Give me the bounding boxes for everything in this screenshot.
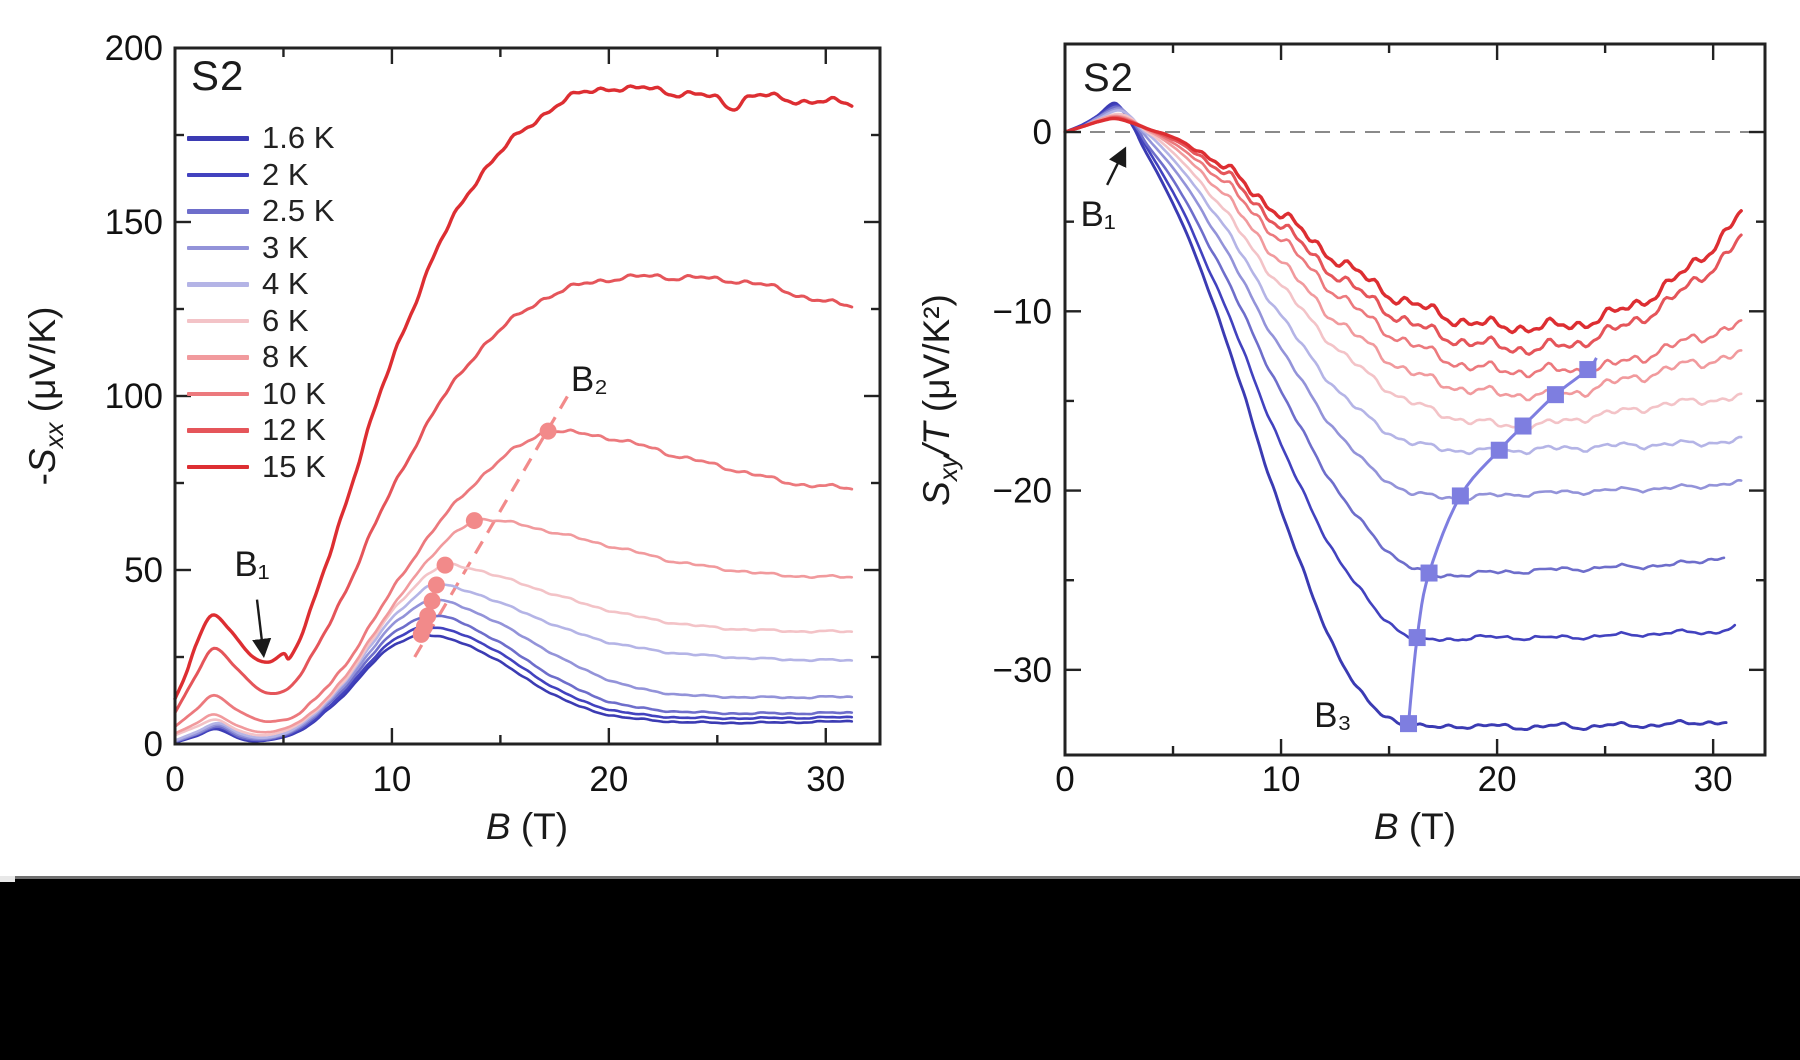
legend-line-swatch bbox=[187, 391, 249, 396]
legend-item-2k: 2 K bbox=[187, 157, 334, 194]
svg-text:150: 150 bbox=[105, 203, 163, 242]
left-y-axis-label: -Sxx (μV/K) bbox=[21, 306, 70, 486]
right-panel-title: S2 bbox=[1083, 56, 1134, 100]
legend-label: 12 K bbox=[262, 412, 326, 448]
svg-text:20: 20 bbox=[1478, 760, 1517, 799]
svg-text:50: 50 bbox=[124, 551, 163, 590]
svg-text:−20: −20 bbox=[993, 472, 1052, 511]
annotation-b3-right: B₃ bbox=[1314, 696, 1352, 736]
legend-label: 1.6 K bbox=[262, 120, 335, 156]
legend-item-12k: 12 K bbox=[187, 412, 334, 449]
legend-line-swatch bbox=[187, 355, 249, 360]
legend-line-swatch bbox=[187, 172, 249, 177]
svg-text:−30: −30 bbox=[993, 651, 1052, 690]
legend-label: 3 K bbox=[262, 229, 309, 265]
legend-item-3k: 3 K bbox=[187, 230, 334, 267]
legend-item-25k: 2.5 K bbox=[187, 193, 334, 230]
svg-text:30: 30 bbox=[806, 760, 845, 799]
legend-line-swatch bbox=[187, 464, 249, 469]
svg-text:100: 100 bbox=[105, 377, 163, 416]
svg-text:−10: −10 bbox=[993, 292, 1052, 331]
legend-item-15k: 15 K bbox=[187, 449, 334, 486]
legend-item-10k: 10 K bbox=[187, 376, 334, 413]
annotation-b1-left: B₁ bbox=[234, 544, 270, 584]
legend-item-6k: 6 K bbox=[187, 303, 334, 340]
right-x-axis-label: B (T) bbox=[1373, 806, 1457, 847]
band-top-divider bbox=[15, 876, 1800, 879]
band-left-notch bbox=[0, 876, 15, 882]
svg-text:0: 0 bbox=[1055, 760, 1074, 799]
left-panel-title: S2 bbox=[191, 52, 245, 99]
legend-line-swatch bbox=[187, 209, 249, 214]
legend-line-swatch bbox=[187, 318, 249, 323]
legend-item-8k: 8 K bbox=[187, 339, 334, 376]
legend-item-4k: 4 K bbox=[187, 266, 334, 303]
legend-label: 2 K bbox=[262, 156, 309, 192]
legend-line-swatch bbox=[187, 282, 249, 287]
legend-line-swatch bbox=[187, 136, 249, 141]
right-y-axis-label: Sxy/T (μV/K²) bbox=[915, 294, 964, 506]
legend-item-16k: 1.6 K bbox=[187, 120, 334, 157]
annotation-b1-right: B₁ bbox=[1080, 195, 1116, 235]
svg-text:30: 30 bbox=[1694, 760, 1733, 799]
legend-label: 6 K bbox=[262, 302, 309, 338]
legend-label: 4 K bbox=[262, 266, 309, 302]
legend-line-swatch bbox=[187, 245, 249, 250]
legend-label: 2.5 K bbox=[262, 193, 335, 229]
svg-text:10: 10 bbox=[372, 760, 411, 799]
svg-text:10: 10 bbox=[1262, 760, 1301, 799]
svg-text:20: 20 bbox=[589, 760, 628, 799]
svg-text:0: 0 bbox=[144, 725, 163, 764]
svg-text:0: 0 bbox=[1033, 113, 1052, 152]
annotation-b2-left: B₂ bbox=[570, 360, 608, 400]
legend-label: 8 K bbox=[262, 339, 309, 375]
legend-line-swatch bbox=[187, 428, 249, 433]
left-x-axis-label: B (T) bbox=[485, 806, 569, 847]
legend-label: 10 K bbox=[262, 375, 326, 411]
svg-text:0: 0 bbox=[165, 760, 184, 799]
bottom-black-band bbox=[0, 876, 1800, 1060]
svg-text:200: 200 bbox=[105, 29, 163, 68]
legend-label: 15 K bbox=[262, 448, 326, 484]
